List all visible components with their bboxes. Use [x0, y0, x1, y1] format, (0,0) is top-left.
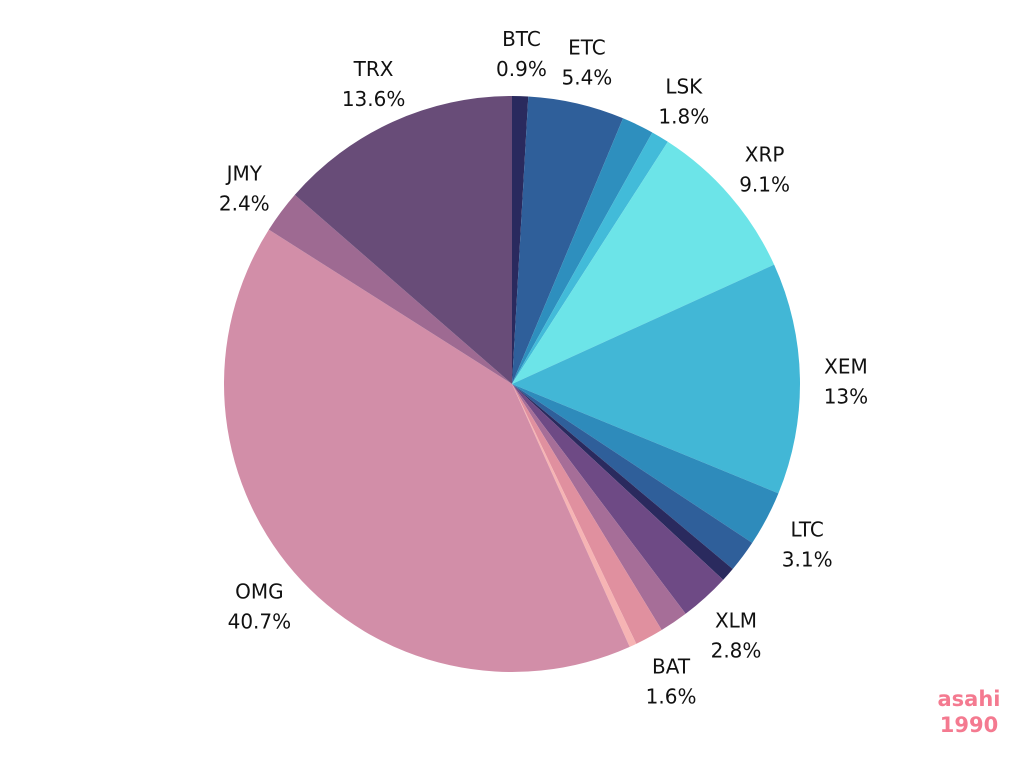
- slice-label-xrp: XRP: [745, 142, 785, 166]
- pie-labels: BTC 0.9% ETC 5.4% LSK 1.8% XRP 9.1% XEM 13% LTC 3.1…: [219, 27, 868, 709]
- slice-pct-ltc: 3.1%: [782, 547, 833, 571]
- slice-pct-trx: 13.6%: [342, 87, 406, 111]
- pie-slice-xrp: [512, 141, 775, 384]
- pie-slice-btc: [512, 96, 529, 384]
- pie-slice-trx: [294, 95, 512, 384]
- pie-slice-ltc: [512, 384, 779, 543]
- slice-label-xem: XEM: [824, 355, 868, 379]
- slice-pct-xem: 13%: [824, 385, 868, 409]
- slice-pct-omg: 40.7%: [228, 610, 292, 634]
- slice-label-ltc: LTC: [790, 517, 823, 541]
- slice-label-btc: BTC: [502, 27, 541, 51]
- pie-slice-unlabeled: [512, 118, 653, 384]
- slice-label-lsk: LSK: [665, 75, 703, 99]
- watermark-line-2: 1990: [939, 713, 999, 737]
- slice-pct-btc: 0.9%: [496, 57, 547, 81]
- slice-label-omg: OMG: [235, 580, 284, 604]
- pie-slices: [224, 95, 801, 672]
- pie-slice-unlabeled: [512, 384, 637, 647]
- watermark: asahi 1990: [926, 686, 1012, 738]
- slice-pct-xrp: 9.1%: [739, 172, 790, 196]
- slice-label-etc: ETC: [568, 36, 606, 60]
- slice-label-trx: TRX: [353, 57, 394, 81]
- pie-slice-lsk: [512, 132, 668, 384]
- pie-slice-unlabeled: [512, 384, 733, 580]
- pie-slice-omg: [224, 229, 630, 672]
- slice-pct-etc: 5.4%: [562, 66, 613, 90]
- pie-slice-etc: [512, 96, 624, 384]
- pie-slice-bat: [512, 384, 662, 644]
- watermark-line-1: asahi: [937, 687, 1001, 711]
- slice-pct-jmy: 2.4%: [219, 191, 270, 215]
- slice-label-bat: BAT: [652, 655, 691, 679]
- slice-pct-xlm: 2.8%: [711, 639, 762, 663]
- pie-slice-jmy: [268, 194, 512, 384]
- slice-pct-bat: 1.6%: [646, 685, 697, 709]
- pie-slice-unlabeled: [512, 384, 686, 631]
- pie-slice-unlabeled: [512, 384, 753, 569]
- pie-slice-xlm: [512, 384, 724, 614]
- pie-slice-xem: [512, 264, 801, 494]
- slice-label-jmy: JMY: [225, 161, 263, 185]
- slice-pct-lsk: 1.8%: [658, 105, 709, 129]
- slice-label-xlm: XLM: [715, 609, 757, 633]
